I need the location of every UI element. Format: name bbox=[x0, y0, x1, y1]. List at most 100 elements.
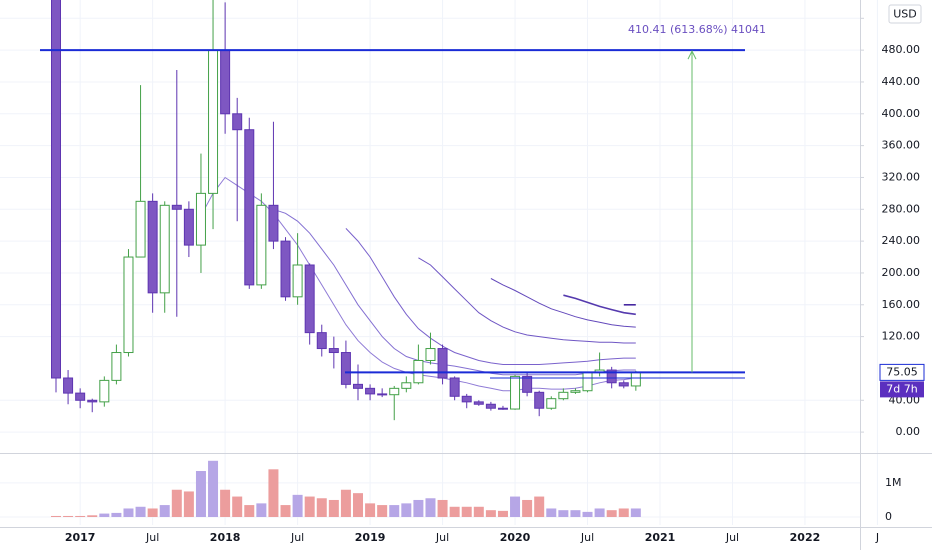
volume-bar bbox=[304, 496, 315, 517]
volume-bar bbox=[220, 489, 231, 517]
candle-body bbox=[582, 371, 593, 392]
candle-body bbox=[485, 403, 496, 409]
volume-bar bbox=[377, 505, 388, 517]
currency: USD bbox=[893, 8, 917, 21]
moving-average bbox=[490, 278, 636, 328]
moving-average bbox=[345, 228, 636, 365]
volume-bar bbox=[135, 506, 146, 517]
volume-bar bbox=[570, 510, 581, 517]
candle-body bbox=[232, 113, 243, 131]
candle-body bbox=[99, 379, 110, 403]
candle-body bbox=[449, 377, 460, 397]
volume-bar bbox=[99, 513, 110, 517]
volume-bar bbox=[353, 493, 363, 517]
volume-bar bbox=[618, 508, 629, 517]
volume-bar bbox=[316, 498, 327, 517]
volume-bar bbox=[340, 489, 351, 517]
candle-body bbox=[111, 352, 122, 381]
x-tick-label: Jul bbox=[145, 531, 159, 544]
volume-bar bbox=[606, 510, 617, 517]
x-tick-label: 2021 bbox=[645, 531, 676, 544]
arrow-head bbox=[687, 50, 697, 60]
y-tick-label: 400.00 bbox=[882, 107, 921, 120]
candle-body bbox=[425, 348, 436, 361]
candle-body bbox=[159, 204, 170, 294]
candle-body bbox=[135, 200, 146, 258]
volume-bar bbox=[534, 496, 545, 517]
moving-average bbox=[418, 257, 636, 344]
countdown-label: 7d 7h bbox=[886, 382, 917, 395]
volume-bar bbox=[522, 499, 533, 517]
x-tick-label: 2017 bbox=[65, 531, 96, 544]
volume-bar bbox=[232, 496, 243, 517]
volume-bar bbox=[244, 505, 255, 517]
candle-body bbox=[171, 204, 182, 210]
candle-body bbox=[328, 348, 339, 354]
volume-pane bbox=[51, 460, 641, 517]
volume-tick-label: 1M bbox=[885, 476, 902, 489]
volume-bar bbox=[183, 491, 194, 517]
volume-bar bbox=[461, 506, 472, 517]
countdown-box bbox=[880, 381, 924, 398]
y-tick-label: 160.00 bbox=[882, 298, 921, 311]
volume-bar bbox=[87, 515, 98, 517]
x-tick-label: Jul bbox=[580, 531, 594, 544]
volume-bar bbox=[425, 498, 436, 517]
x-tick-label: 2022 bbox=[790, 531, 821, 544]
candle-body bbox=[522, 375, 533, 393]
volume-bar bbox=[497, 510, 508, 517]
candle-body bbox=[51, 0, 61, 379]
y-tick-label: 320.00 bbox=[882, 170, 921, 183]
candle-body bbox=[195, 192, 206, 246]
y-tick-label: 440.00 bbox=[882, 75, 921, 88]
volume-bar bbox=[256, 503, 267, 517]
y-tick-label: 120.00 bbox=[882, 330, 921, 343]
candle-body bbox=[244, 129, 255, 286]
candle-body bbox=[123, 256, 134, 354]
candle-body bbox=[220, 49, 231, 115]
candle-body bbox=[208, 49, 219, 194]
volume-bar bbox=[292, 494, 303, 517]
volume-bar bbox=[510, 496, 521, 517]
candle-body bbox=[389, 387, 400, 396]
candle-body bbox=[268, 204, 279, 242]
candle-body bbox=[558, 391, 569, 400]
candle-body bbox=[365, 387, 376, 395]
currency-box[interactable] bbox=[888, 4, 922, 24]
x-tick-label: 2019 bbox=[355, 531, 386, 544]
candle-body bbox=[606, 369, 617, 384]
volume-bar bbox=[365, 503, 376, 517]
volume-bar bbox=[111, 512, 122, 517]
candle-body bbox=[546, 398, 557, 409]
candle-body bbox=[87, 399, 98, 403]
volume-bar bbox=[328, 499, 339, 517]
volume-bar bbox=[401, 503, 412, 517]
candle-body bbox=[461, 395, 472, 403]
candle-body bbox=[353, 383, 363, 389]
moving-average bbox=[563, 294, 636, 316]
candle-body bbox=[570, 390, 581, 393]
volume-tick-label: 0 bbox=[885, 510, 892, 523]
x-tick-label: J bbox=[875, 531, 879, 544]
volume-bar bbox=[558, 510, 569, 517]
candle-body bbox=[618, 382, 629, 387]
candle-body bbox=[401, 382, 412, 389]
candle-body bbox=[183, 208, 194, 246]
volume-bar bbox=[171, 489, 182, 517]
volume-bar bbox=[594, 508, 605, 517]
volume-bar bbox=[123, 508, 134, 517]
volume-bar bbox=[437, 499, 448, 517]
y-tick-label: 0.00 bbox=[896, 425, 921, 438]
x-tick-label: Jul bbox=[435, 531, 449, 544]
candle-body bbox=[630, 371, 641, 387]
candle-body bbox=[256, 204, 267, 286]
volume-bar bbox=[449, 506, 460, 517]
volume-bar bbox=[630, 508, 641, 517]
volume-bar bbox=[280, 505, 291, 517]
volume-bar bbox=[268, 469, 279, 517]
candle-body bbox=[340, 352, 351, 385]
y-tick-label: 360.00 bbox=[882, 139, 921, 152]
x-tick-label: Jul bbox=[725, 531, 739, 544]
